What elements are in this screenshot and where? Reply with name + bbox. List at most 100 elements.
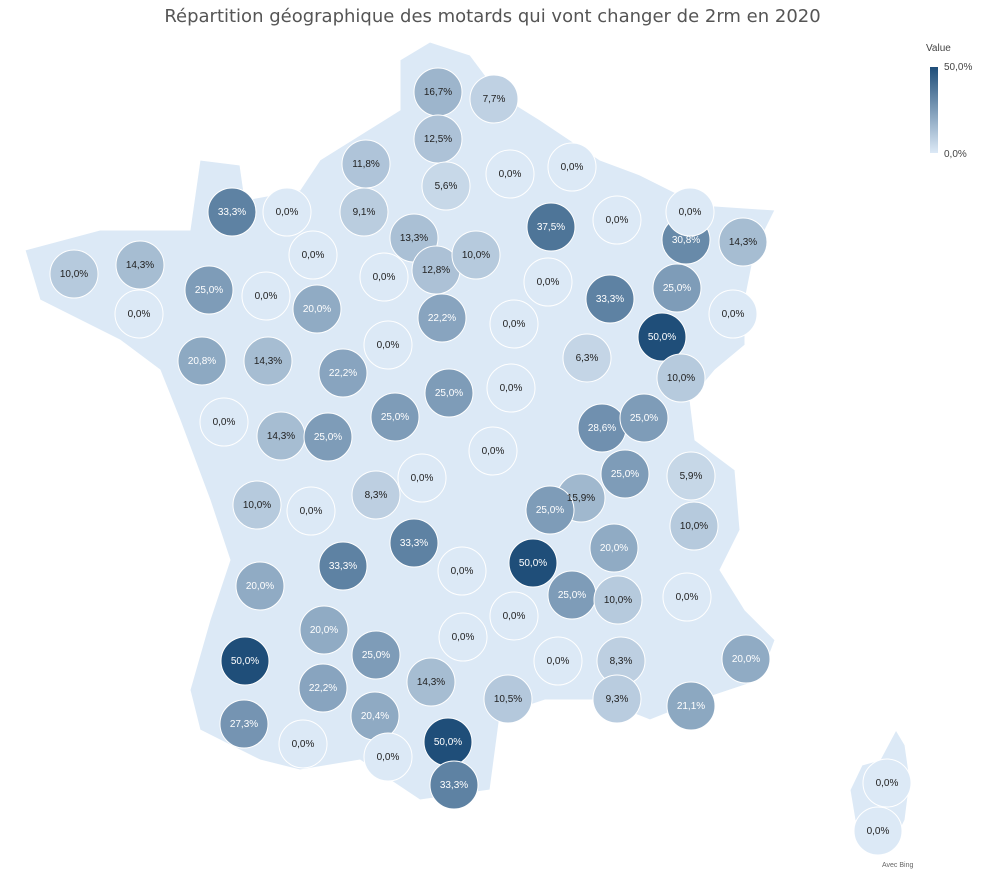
department-region (220, 636, 270, 686)
department-region (262, 187, 312, 237)
department-value-label: 0,0% (411, 473, 434, 484)
department-region (489, 591, 539, 641)
department-region (592, 674, 642, 724)
department-value-label: 0,0% (722, 309, 745, 320)
department-value-label: 0,0% (500, 383, 523, 394)
department-region (526, 202, 576, 252)
department-region (278, 719, 328, 769)
department-value-label: 0,0% (302, 250, 325, 261)
department-value-label: 25,0% (558, 590, 586, 601)
department-region (437, 546, 487, 596)
department-value-label: 27,3% (230, 719, 258, 730)
department-region (49, 249, 99, 299)
department-region (397, 453, 447, 503)
department-region (483, 674, 533, 724)
department-value-label: 33,3% (400, 538, 428, 549)
map-attribution: Avec Bing (882, 862, 914, 869)
department-region (489, 299, 539, 349)
department-value-label: 20,0% (310, 625, 338, 636)
department-value-label: 50,0% (434, 737, 462, 748)
legend-title: Value (926, 43, 951, 54)
department-region (533, 636, 583, 686)
legend-max-label: 50,0% (944, 62, 973, 73)
department-region (298, 663, 348, 713)
department-value-label: 10,0% (243, 500, 271, 511)
department-region (637, 312, 687, 362)
department-region (351, 470, 401, 520)
department-value-label: 0,0% (377, 340, 400, 351)
department-value-label: 33,3% (440, 780, 468, 791)
department-value-label: 14,3% (729, 237, 757, 248)
department-value-label: 50,0% (519, 558, 547, 569)
department-value-label: 0,0% (213, 417, 236, 428)
department-value-label: 0,0% (876, 778, 899, 789)
department-region (292, 284, 342, 334)
department-region (299, 605, 349, 655)
department-value-label: 0,0% (292, 739, 315, 750)
department-region (207, 187, 257, 237)
legend-min-label: 0,0% (944, 149, 967, 160)
department-value-label: 8,3% (365, 490, 388, 501)
department-region (115, 240, 165, 290)
department-value-label: 10,0% (680, 521, 708, 532)
department-region (235, 561, 285, 611)
department-value-label: 14,3% (126, 260, 154, 271)
department-region (370, 392, 420, 442)
department-region (114, 289, 164, 339)
department-value-label: 28,6% (588, 423, 616, 434)
department-region (708, 289, 758, 339)
department-value-label: 20,0% (303, 304, 331, 315)
department-value-label: 10,0% (667, 373, 695, 384)
department-region (389, 518, 439, 568)
department-value-label: 0,0% (547, 656, 570, 667)
department-value-label: 20,0% (246, 581, 274, 592)
department-region (429, 760, 479, 810)
department-value-label: 10,5% (494, 694, 522, 705)
department-region (853, 806, 903, 856)
department-value-label: 25,0% (362, 650, 390, 661)
department-value-label: 0,0% (128, 309, 151, 320)
department-value-label: 22,2% (428, 313, 456, 324)
department-region (619, 393, 669, 443)
department-region (363, 732, 413, 782)
department-value-label: 50,0% (231, 656, 259, 667)
department-value-label: 11,8% (352, 159, 380, 170)
department-value-label: 12,5% (424, 134, 452, 145)
department-value-label: 9,3% (606, 694, 629, 705)
department-region (486, 363, 536, 413)
department-region (593, 575, 643, 625)
department-region (508, 538, 558, 588)
department-value-label: 0,0% (452, 632, 475, 643)
department-value-label: 0,0% (377, 752, 400, 763)
department-value-label: 0,0% (499, 169, 522, 180)
department-value-label: 33,3% (218, 207, 246, 218)
department-value-label: 5,9% (680, 471, 703, 482)
department-region (547, 142, 597, 192)
department-region (721, 634, 771, 684)
department-value-label: 13,3% (400, 233, 428, 244)
department-value-label: 37,5% (537, 222, 565, 233)
department-value-label: 25,0% (435, 388, 463, 399)
department-value-label: 20,4% (361, 711, 389, 722)
department-value-label: 20,8% (188, 356, 216, 367)
department-value-label: 14,3% (417, 677, 445, 688)
department-value-label: 22,2% (329, 368, 357, 379)
department-region (288, 230, 338, 280)
department-value-label: 10,0% (462, 250, 490, 261)
department-region (417, 293, 467, 343)
department-region (718, 217, 768, 267)
department-region (363, 320, 413, 370)
department-region (666, 681, 716, 731)
department-value-label: 0,0% (373, 272, 396, 283)
department-region (589, 523, 639, 573)
department-value-label: 7,7% (483, 94, 506, 105)
department-region (468, 426, 518, 476)
department-region (318, 348, 368, 398)
department-region (525, 485, 575, 535)
department-value-label: 0,0% (451, 566, 474, 577)
department-value-label: 0,0% (276, 207, 299, 218)
department-value-label: 33,3% (329, 561, 357, 572)
department-region (241, 271, 291, 321)
department-region (177, 336, 227, 386)
department-region (665, 187, 715, 237)
